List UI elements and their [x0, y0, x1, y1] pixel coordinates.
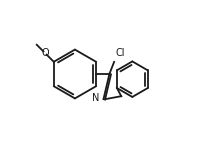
- Text: O: O: [41, 48, 49, 58]
- Text: N: N: [92, 93, 100, 103]
- Text: Cl: Cl: [115, 48, 125, 58]
